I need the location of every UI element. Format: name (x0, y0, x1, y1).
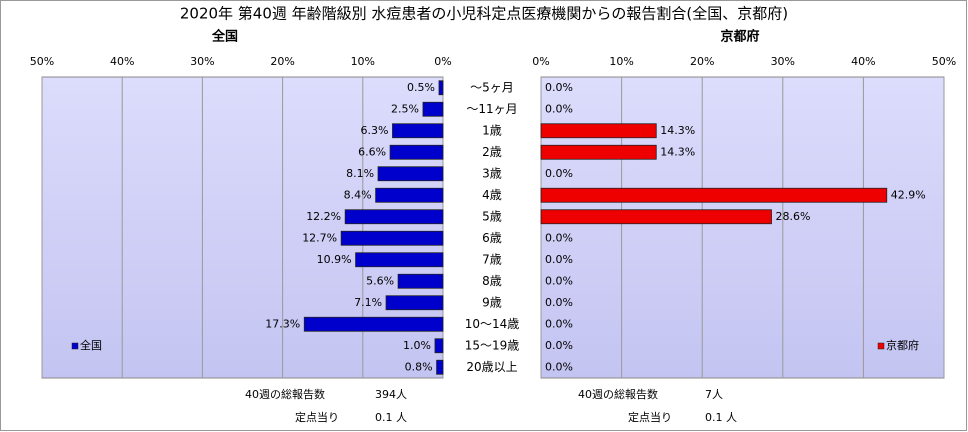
x-tick-label: 10% (609, 55, 633, 68)
category-label: 5歳 (482, 209, 502, 223)
note-label: 40週の総報告数 (245, 387, 325, 401)
value-label: 0.0% (545, 167, 573, 180)
value-label: 0.0% (545, 360, 573, 373)
value-label: 0.0% (545, 274, 573, 287)
note-label: 40週の総報告数 (578, 387, 658, 401)
value-label: 5.6% (366, 274, 394, 287)
bar (303, 316, 444, 332)
value-label: 0.0% (545, 317, 573, 330)
value-label: 1.0% (403, 339, 431, 352)
value-label: 10.9% (317, 253, 352, 266)
x-tick-label: 30% (771, 55, 795, 68)
bar (392, 123, 444, 139)
category-label: 7歳 (482, 252, 502, 266)
chart-subtitle: 京都府 (720, 29, 759, 45)
bar (540, 187, 888, 203)
x-tick-label: 30% (190, 55, 214, 68)
note-label: 定点当り (295, 410, 339, 424)
bar (438, 80, 444, 96)
value-label: 0.0% (545, 102, 573, 115)
bar (434, 338, 444, 354)
chart-subtitle: 全国 (211, 29, 238, 45)
legend-label: 京都府 (886, 338, 919, 352)
bar (375, 187, 444, 203)
bar (540, 144, 657, 160)
category-label: 8歳 (482, 274, 502, 288)
value-label: 0.0% (545, 231, 573, 244)
value-label: 8.1% (346, 167, 374, 180)
x-tick-label: 40% (851, 55, 875, 68)
value-label: 0.0% (545, 339, 573, 352)
note-label: 定点当り (628, 410, 672, 424)
value-label: 7.1% (354, 296, 382, 309)
bar (344, 209, 444, 225)
bar (389, 144, 444, 160)
note-value: 394人 (375, 388, 407, 401)
bar (436, 359, 444, 375)
value-label: 28.6% (776, 210, 811, 223)
category-label: 4歳 (482, 188, 502, 202)
category-label: 1歳 (482, 123, 502, 137)
note-value: 0.1 人 (375, 411, 407, 424)
x-tick-label: 20% (270, 55, 294, 68)
x-tick-label: 50% (30, 55, 54, 68)
value-label: 2.5% (391, 102, 419, 115)
value-label: 0.0% (545, 296, 573, 309)
value-label: 14.3% (660, 124, 695, 137)
value-label: 12.7% (302, 231, 337, 244)
bar (397, 273, 444, 289)
x-tick-label: 10% (351, 55, 375, 68)
value-label: 0.8% (405, 360, 433, 373)
value-label: 12.2% (306, 210, 341, 223)
x-tick-label: 0% (532, 55, 549, 68)
x-tick-label: 50% (932, 55, 956, 68)
category-label: 15～19歳 (465, 338, 520, 352)
value-label: 42.9% (891, 188, 926, 201)
value-label: 0.0% (545, 253, 573, 266)
note-value: 7人 (705, 388, 723, 401)
category-label: ～5ヶ月 (470, 80, 514, 94)
bar (377, 166, 444, 182)
plot-area (540, 76, 945, 379)
x-tick-label: 40% (110, 55, 134, 68)
category-label: 2歳 (482, 145, 502, 159)
plot-area (41, 76, 444, 379)
bar (340, 230, 444, 246)
value-label: 17.3% (265, 317, 300, 330)
bar (540, 123, 657, 139)
bar (355, 252, 444, 268)
value-label: 0.5% (407, 81, 435, 94)
x-tick-label: 20% (690, 55, 714, 68)
value-label: 6.6% (358, 145, 386, 158)
category-label: 3歳 (482, 166, 502, 180)
x-tick-label: 0% (434, 55, 451, 68)
value-label: 8.4% (344, 188, 372, 201)
category-label: 10～14歳 (465, 317, 520, 331)
bar (385, 295, 444, 311)
category-label: 20歳以上 (466, 360, 517, 374)
category-label: ～11ヶ月 (466, 102, 517, 116)
legend-swatch (71, 342, 79, 350)
bar (422, 101, 444, 117)
category-label: 9歳 (482, 295, 502, 309)
value-label: 6.3% (361, 124, 389, 137)
category-label: 6歳 (482, 231, 502, 245)
bar (540, 209, 772, 225)
title: 2020年 第40週 年齢階級別 水痘患者の小児科定点医療機関からの報告割合(全… (180, 5, 788, 23)
note-value: 0.1 人 (705, 411, 737, 424)
value-label: 14.3% (660, 145, 695, 158)
value-label: 0.0% (545, 81, 573, 94)
legend-label: 全国 (80, 338, 102, 352)
legend-swatch (877, 342, 885, 350)
